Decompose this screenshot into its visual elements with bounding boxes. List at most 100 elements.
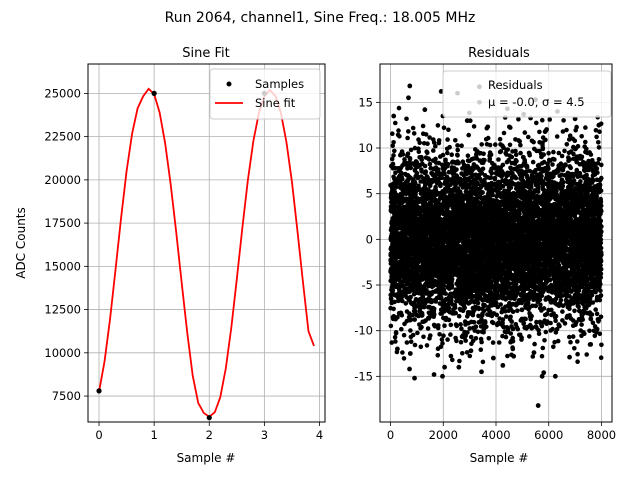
residual-point (459, 326, 464, 332)
residual-point (433, 143, 438, 149)
residual-point (431, 312, 437, 318)
residual-point (467, 185, 473, 190)
residual-point (516, 117, 521, 122)
sine-fit-ytick-label: 10000 (44, 346, 81, 360)
residual-point (427, 161, 433, 167)
residual-point (450, 357, 455, 363)
residual-point (445, 337, 450, 342)
residual-point (467, 326, 473, 331)
residual-point (443, 158, 448, 164)
residual-points (388, 83, 604, 408)
residual-point (505, 147, 511, 152)
residual-point (505, 353, 510, 359)
residual-point (494, 300, 499, 306)
residual-point (425, 150, 430, 156)
residual-point (449, 277, 455, 282)
residual-point (401, 356, 407, 361)
residual-point (405, 151, 411, 156)
residual-point (459, 143, 464, 148)
residual-point (457, 358, 462, 364)
residual-point (479, 142, 485, 147)
residual-point (466, 132, 472, 138)
residual-point (445, 137, 450, 142)
residual-point (399, 170, 404, 176)
residual-point (485, 135, 491, 141)
residual-point (508, 314, 513, 320)
residual-point (389, 340, 395, 345)
residual-point (400, 298, 405, 304)
residuals-panel: Residuals 0 2000 4000 6000 8000-15-10-505101… (354, 46, 616, 465)
residual-point (423, 169, 429, 174)
residual-point (439, 175, 445, 181)
residual-point (463, 338, 469, 343)
residual-point (509, 154, 515, 160)
residual-point (481, 330, 486, 335)
residual-point (395, 315, 400, 320)
residual-point (420, 312, 425, 318)
residual-point (418, 344, 424, 350)
residual-point (508, 331, 514, 336)
residual-point (448, 332, 453, 337)
residual-point (468, 334, 474, 340)
sine-fit-ytick-label: 15000 (44, 259, 81, 273)
residual-point (463, 333, 469, 339)
residual-point (486, 336, 492, 341)
residual-point (509, 319, 514, 324)
residual-point (426, 157, 432, 162)
residual-point (508, 125, 513, 130)
residual-point (403, 301, 409, 306)
sine-fit-ytick-label: 25000 (44, 86, 81, 100)
legend-samples-label: Samples (255, 77, 304, 91)
residual-point (390, 143, 396, 149)
residual-point (454, 338, 459, 344)
residual-point (410, 125, 416, 131)
residual-point (479, 339, 484, 345)
residual-point (408, 147, 414, 153)
residual-point (515, 308, 520, 314)
residual-point (500, 162, 506, 168)
residual-point (390, 131, 395, 136)
residual-point (443, 291, 448, 296)
residual-point (407, 157, 413, 162)
residual-point (455, 147, 461, 153)
residual-point (410, 313, 416, 318)
residual-point (412, 317, 418, 322)
residual-point (483, 320, 488, 325)
residual-point (496, 157, 501, 162)
residual-point (406, 129, 411, 134)
residual-point (510, 309, 516, 315)
sine-fit-xtick-label: 1 (150, 428, 157, 442)
sine-fit-ticks: 0 1 2 3 475001000012500150001750020000225002… (44, 86, 323, 442)
residual-point (448, 322, 454, 328)
residual-point (440, 152, 446, 158)
residual-point (494, 312, 500, 318)
residual-point (437, 332, 442, 337)
residual-point (445, 162, 451, 167)
residual-point (397, 134, 402, 139)
residual-point (449, 152, 455, 157)
residual-point (392, 148, 397, 154)
residual-point (404, 116, 409, 122)
residual-point (416, 149, 422, 154)
residual-point (408, 339, 414, 345)
legend-samples-marker (226, 81, 232, 87)
sine-fit-ytick-label: 7500 (52, 389, 81, 403)
residual-point (476, 306, 482, 312)
residual-point (408, 294, 413, 300)
sine-fit-ytick-label: 22500 (44, 130, 81, 144)
residual-point (390, 161, 396, 167)
sine-fit-legend-box (209, 68, 321, 120)
residual-point (510, 339, 516, 344)
residual-point (393, 330, 399, 336)
sine-fit-panel: Sine Fit 0 1 2 3 475001000012500150001750020… (14, 46, 326, 465)
residual-point (404, 340, 410, 345)
residual-point (441, 282, 446, 288)
residual-point (490, 192, 495, 198)
residual-point (517, 211, 522, 217)
residual-point (402, 157, 407, 162)
residual-point (422, 163, 428, 169)
residual-point (441, 125, 447, 131)
sine-fit-plot-area (96, 87, 315, 421)
residual-point (482, 180, 487, 185)
